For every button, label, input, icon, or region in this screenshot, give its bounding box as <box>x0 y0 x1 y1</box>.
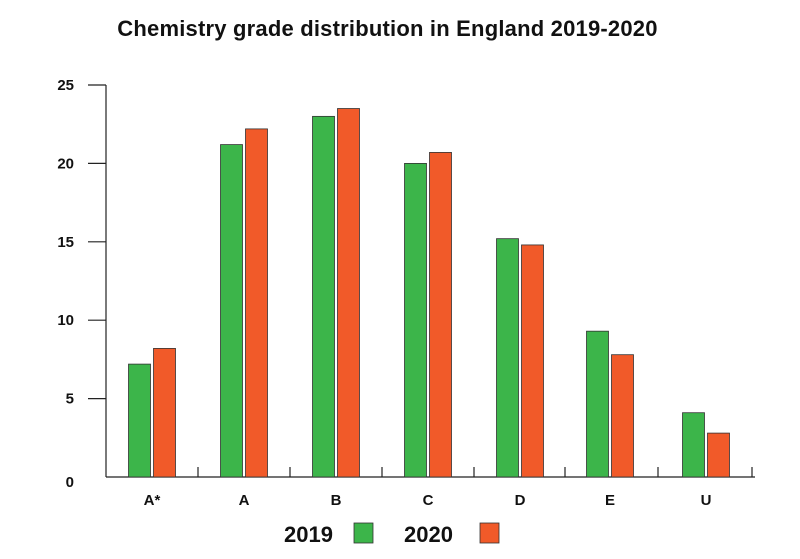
bar-2019-U <box>682 412 705 478</box>
labels-layer: 0 5 10 15 20 25 A* A B C D E U <box>57 77 711 509</box>
axes-layer <box>88 84 755 478</box>
legend-label-2020: 2020 <box>404 522 453 547</box>
bar-2020-E <box>611 354 634 478</box>
bar-2020-D <box>521 244 544 478</box>
x-tick-label: D <box>515 492 526 509</box>
x-tick-label: A <box>239 492 250 509</box>
bar-2019-C <box>404 162 427 478</box>
bar-2020-A <box>245 128 268 478</box>
y-tick-label: 20 <box>57 155 74 172</box>
x-tick-label: U <box>701 492 712 509</box>
legend-swatch-2019 <box>353 522 374 544</box>
bar-2019-B <box>312 115 335 478</box>
legend-label-2019: 2019 <box>284 522 333 547</box>
x-tick-label: A* <box>144 492 161 509</box>
x-tick-label: E <box>605 492 615 509</box>
y-tick-label: 15 <box>57 234 74 251</box>
bar-2020-Astar <box>153 348 176 478</box>
x-tick-label: B <box>331 492 342 509</box>
y-tick-label: 10 <box>57 312 74 329</box>
y-tick-label: 0 <box>66 474 74 491</box>
bar-2020-C <box>429 152 452 478</box>
bars-layer <box>128 108 730 478</box>
x-tick-label: C <box>423 492 434 509</box>
bar-2019-A <box>220 144 243 478</box>
y-tick-label: 5 <box>66 391 74 408</box>
chart-title: Chemistry grade distribution in England … <box>117 16 658 41</box>
bar-2020-B <box>337 108 360 478</box>
bar-2020-U <box>707 432 730 478</box>
bar-2019-D <box>496 238 519 478</box>
bar-2019-E <box>586 330 609 478</box>
legend-swatch-2020 <box>479 522 500 544</box>
bar-2019-Astar <box>128 363 151 478</box>
y-tick-label: 25 <box>57 77 74 94</box>
legend: 2019 2020 <box>284 522 500 547</box>
